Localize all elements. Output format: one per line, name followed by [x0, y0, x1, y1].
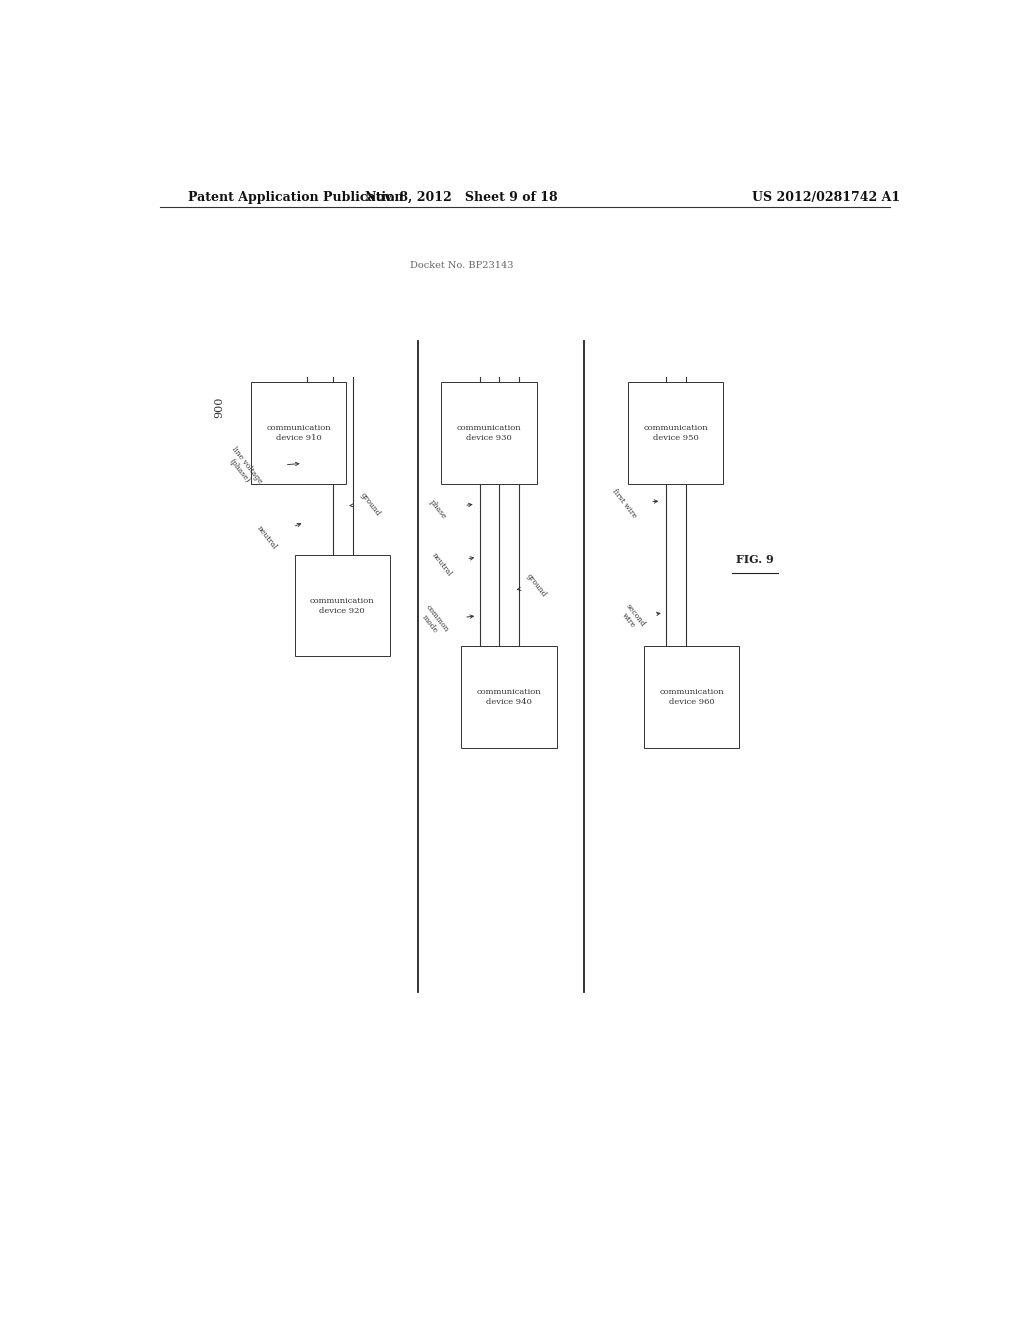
Text: line voltage
(phase): line voltage (phase)	[222, 446, 263, 491]
Text: communication
device 940: communication device 940	[476, 688, 542, 706]
Text: neutral: neutral	[255, 524, 279, 550]
Bar	[628, 381, 723, 483]
Text: Patent Application Publication: Patent Application Publication	[187, 190, 403, 203]
Bar	[251, 381, 346, 483]
Text: Nov. 8, 2012   Sheet 9 of 18: Nov. 8, 2012 Sheet 9 of 18	[365, 190, 558, 203]
Text: first wire: first wire	[610, 488, 638, 520]
Bar	[441, 381, 537, 483]
Bar	[644, 647, 739, 748]
Text: Docket No. BP23143: Docket No. BP23143	[410, 260, 513, 269]
Text: communication
device 960: communication device 960	[659, 688, 724, 706]
Text: communication
device 910: communication device 910	[266, 424, 331, 442]
Bar	[461, 647, 557, 748]
Text: phase: phase	[427, 498, 447, 520]
Text: ground: ground	[525, 572, 548, 598]
Text: neutral: neutral	[430, 552, 454, 578]
Text: 900: 900	[214, 397, 224, 418]
Text: communication
device 950: communication device 950	[643, 424, 708, 442]
Text: ground: ground	[358, 491, 382, 517]
Text: second
wire: second wire	[616, 602, 647, 634]
Text: common
mode: common mode	[417, 603, 451, 639]
Text: communication
device 930: communication device 930	[457, 424, 521, 442]
Bar	[295, 554, 390, 656]
Text: communication
device 920: communication device 920	[310, 597, 375, 615]
Text: FIG. 9: FIG. 9	[736, 554, 774, 565]
Text: US 2012/0281742 A1: US 2012/0281742 A1	[753, 190, 900, 203]
